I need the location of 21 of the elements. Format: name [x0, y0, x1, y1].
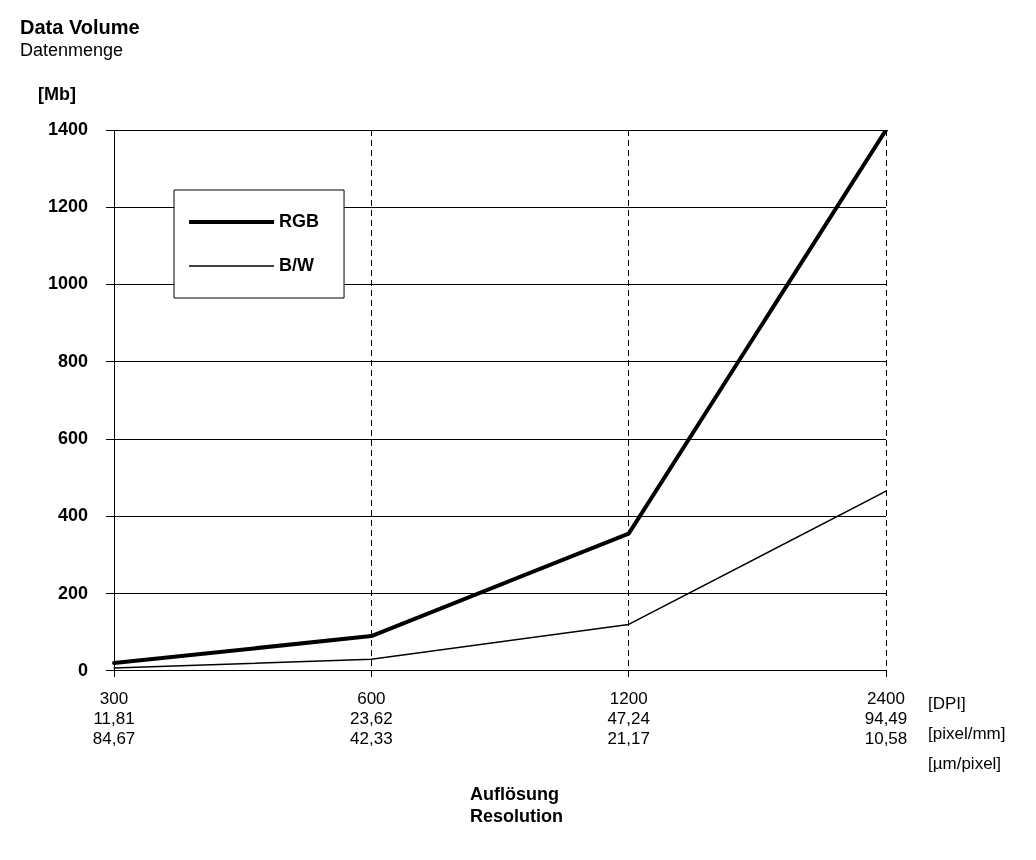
y-tick-label: 800 [58, 350, 89, 371]
legend-label: RGB [279, 210, 320, 231]
chart-subtitle: Datenmenge [20, 40, 124, 60]
y-axis-title: [Mb] [38, 84, 76, 104]
y-tick-label: 1000 [48, 273, 89, 294]
chart-title: Data Volume [20, 16, 140, 38]
y-tick-label: 0 [78, 659, 89, 680]
text: [pixel/mm] [928, 724, 1006, 744]
text: [µm/pixel] [928, 754, 1002, 774]
y-tick-label: 400 [58, 505, 89, 526]
y-tick-label: 600 [58, 428, 89, 448]
y-tick-label: 1200 [48, 196, 89, 217]
x-axis-title: Auflösung Resolution [470, 784, 563, 826]
x-tick-label: 1200 47,24 21,17 [607, 688, 650, 749]
x-tick-label: 600 23,62 42,33 [350, 688, 393, 749]
text: [DPI] [928, 694, 966, 714]
legend-label: B/W [279, 254, 315, 275]
x-tick-label: 300 11,81 84,67 [92, 688, 136, 749]
y-tick-label: 200 [58, 582, 89, 603]
x-tick-label: 2400 94,49 10,58 [864, 688, 908, 749]
y-tick-label: 1400 [48, 118, 89, 139]
